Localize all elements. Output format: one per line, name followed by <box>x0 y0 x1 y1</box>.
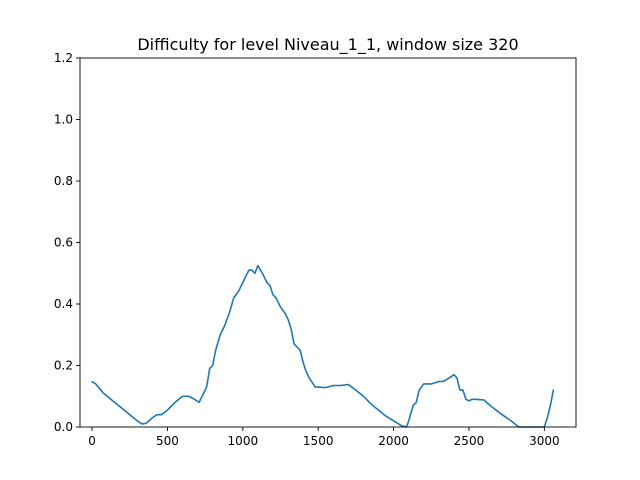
x-tick-label: 1000 <box>228 434 259 448</box>
y-tick-label: 0.2 <box>54 359 73 373</box>
y-tick-label: 1.0 <box>54 113 73 127</box>
y-tick-label: 0.4 <box>54 297 73 311</box>
x-tick-label: 500 <box>156 434 179 448</box>
y-tick-label: 1.2 <box>54 51 73 65</box>
axes-frame <box>79 57 577 428</box>
y-tick-label: 0.0 <box>54 420 73 434</box>
x-tick-label: 0 <box>88 434 96 448</box>
x-tick-label: 2000 <box>378 434 409 448</box>
y-axis: 0.0 0.2 0.4 0.6 0.8 1.0 1.2 <box>54 51 80 434</box>
y-tick-label: 0.8 <box>54 174 73 188</box>
plot-area <box>91 264 555 428</box>
chart-title: Difficulty for level Niveau_1_1, window … <box>137 35 518 55</box>
x-axis: 0 500 1000 1500 2000 2500 3000 <box>88 427 560 448</box>
x-tick-label: 2500 <box>454 434 485 448</box>
series-line <box>91 264 555 428</box>
y-tick-label: 0.6 <box>54 236 73 250</box>
x-tick-label: 3000 <box>529 434 560 448</box>
x-tick-label: 1500 <box>303 434 334 448</box>
